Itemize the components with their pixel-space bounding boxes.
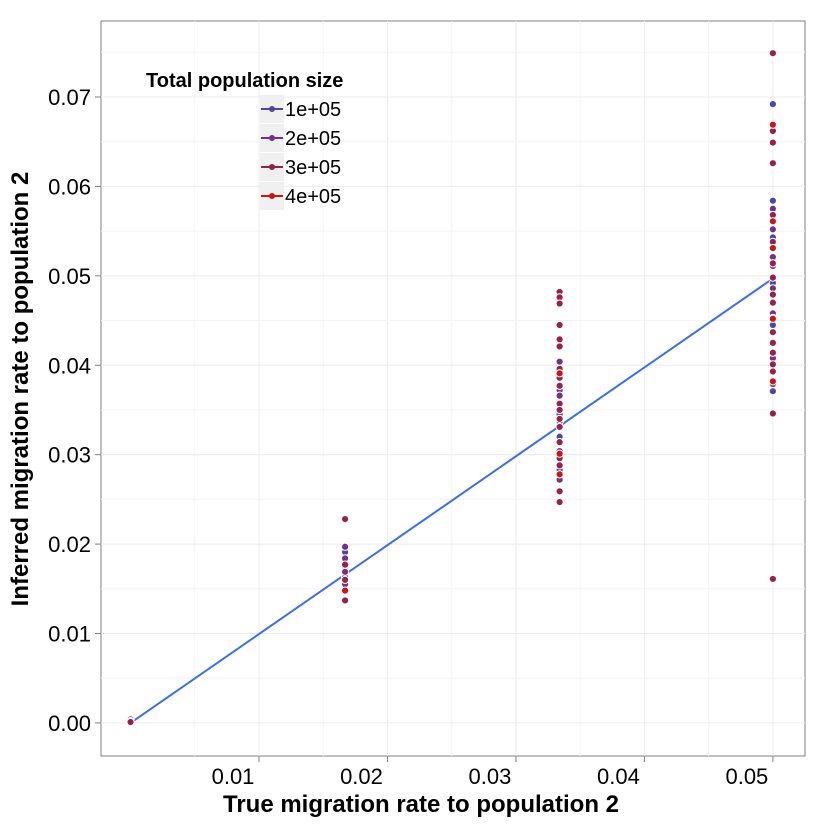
legend-key-point <box>269 164 275 170</box>
data-point-series-1 <box>768 196 777 205</box>
data-point-series-3 <box>768 409 777 418</box>
data-point-series-3 <box>768 367 777 376</box>
legend-title: Total population size <box>146 70 343 92</box>
data-point-series-3 <box>555 422 564 432</box>
x-tick-label: 0.05 <box>725 764 768 789</box>
data-point-series-2 <box>555 357 564 366</box>
data-point-series-3 <box>768 138 777 147</box>
data-point-series-4 <box>768 217 777 226</box>
data-point-series-3 <box>126 717 135 727</box>
data-point-series-4 <box>768 120 777 129</box>
x-tick-label: 0.01 <box>212 764 255 789</box>
data-point-series-2 <box>768 225 777 234</box>
data-point-series-3 <box>555 405 564 415</box>
data-point-series-3 <box>555 438 564 447</box>
y-tick-label: 0.06 <box>48 174 91 199</box>
data-point-series-4 <box>555 369 564 378</box>
data-point-series-3 <box>768 49 777 58</box>
data-point-series-4 <box>340 586 350 595</box>
y-tick-label: 0.02 <box>48 532 91 557</box>
data-point-series-4 <box>768 377 777 386</box>
y-tick-label: 0.01 <box>48 622 91 647</box>
data-point-series-3 <box>555 335 564 344</box>
data-point-series-3 <box>768 574 777 584</box>
data-point-series-4 <box>768 314 777 323</box>
data-point-series-3 <box>340 575 350 584</box>
x-axis-title: True migration rate to population 2 <box>223 791 619 818</box>
x-tick-label: 0.03 <box>469 764 512 789</box>
plot-panel <box>100 20 806 757</box>
data-point-series-3 <box>555 320 564 330</box>
data-point-series-3 <box>768 360 777 369</box>
legend-key-point <box>269 135 275 141</box>
data-point-series-3 <box>340 514 350 524</box>
data-point-series-3 <box>768 328 777 337</box>
y-axis-title: Inferred migration rate to population 2 <box>7 172 34 607</box>
data-point-series-3 <box>768 298 777 307</box>
legend-label: 4e+05 <box>285 186 341 208</box>
data-point-series-4 <box>555 470 564 479</box>
data-point-series-2 <box>340 567 350 576</box>
data-point-series-3 <box>555 461 564 470</box>
data-point-series-3 <box>768 338 777 347</box>
data-point-series-3 <box>555 299 564 308</box>
data-point-series-3 <box>555 381 564 390</box>
x-tick-label: 0.04 <box>597 764 640 789</box>
data-point-series-4 <box>768 244 777 253</box>
x-tick-label: 0.02 <box>340 764 383 789</box>
data-point-series-3 <box>555 342 564 351</box>
legend-label: 1e+05 <box>285 99 341 121</box>
y-tick-label: 0.04 <box>48 353 91 378</box>
data-point-series-3 <box>555 487 564 496</box>
legend: Total population size 1e+05 2e+05 3e+05 4e+… <box>146 70 343 210</box>
axes: 0.01 0.02 0.03 0.04 0.05 0.00 0.01 0.02 0.03 0.04… <box>48 85 774 789</box>
data-points <box>126 49 777 727</box>
y-tick-label: 0.03 <box>48 443 91 468</box>
legend-label: 3e+05 <box>285 157 341 179</box>
data-point-series-2 <box>340 542 350 551</box>
trend-line <box>129 277 774 724</box>
y-tick-label: 0.07 <box>48 85 91 110</box>
data-point-series-3 <box>768 273 777 282</box>
data-point-series-3 <box>340 560 350 569</box>
data-point-series-3 <box>768 259 777 268</box>
legend-key-point <box>269 106 275 112</box>
data-point-series-1 <box>768 100 777 109</box>
legend-label: 2e+05 <box>285 128 341 150</box>
data-point-series-4 <box>555 449 564 458</box>
legend-key-point <box>269 193 275 199</box>
data-point-series-2 <box>555 391 564 400</box>
y-tick-label: 0.00 <box>48 711 91 736</box>
data-point-series-3 <box>340 596 350 605</box>
data-point-series-3 <box>555 497 564 507</box>
data-point-series-3 <box>555 414 564 424</box>
data-point-series-3 <box>768 348 777 357</box>
data-point-series-3 <box>768 290 777 299</box>
y-tick-label: 0.05 <box>48 264 91 289</box>
data-point-series-3 <box>768 159 777 168</box>
data-point-series-1 <box>768 387 777 396</box>
